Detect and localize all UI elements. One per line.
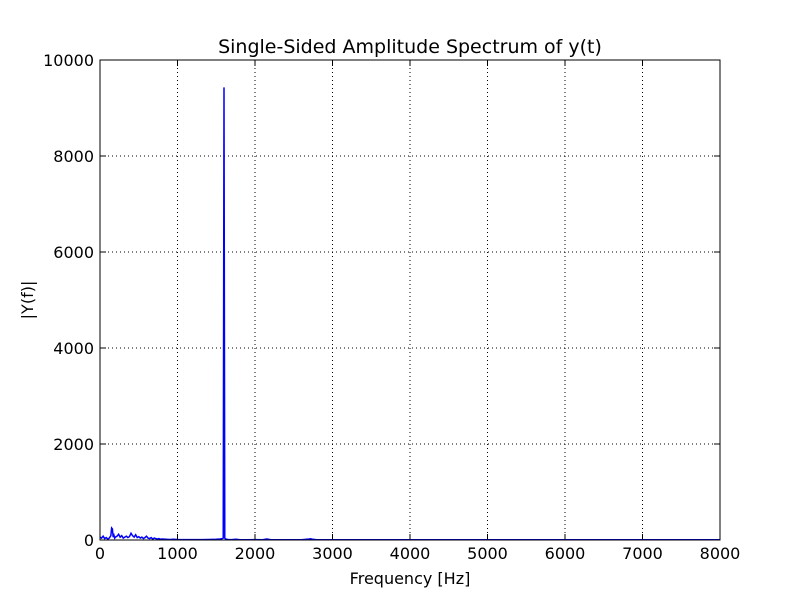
y-tick-label: 10000 (43, 51, 94, 70)
y-axis-title: |Y(f)| (18, 281, 37, 320)
tick-marks (99, 59, 721, 541)
y-axis-tick-labels: 0 2000 4000 6000 8000 10000 (43, 51, 94, 550)
x-tick-label: 3000 (312, 544, 353, 563)
x-axis-title: Frequency [Hz] (350, 569, 471, 588)
chart-title: Single-Sided Amplitude Spectrum of y(t) (218, 36, 602, 58)
x-tick-label: 7000 (622, 544, 663, 563)
y-tick-label: 6000 (53, 243, 94, 262)
x-tick-label: 2000 (235, 544, 276, 563)
y-tick-label: 2000 (53, 435, 94, 454)
x-tick-label: 0 (95, 544, 105, 563)
x-tick-label: 1000 (157, 544, 198, 563)
spectrum-line (99, 87, 720, 541)
x-tick-label: 4000 (390, 544, 431, 563)
y-tick-label: 0 (84, 531, 94, 550)
x-tick-label: 8000 (700, 544, 741, 563)
y-tick-label: 4000 (53, 339, 94, 358)
x-axis-tick-labels: 0 1000 2000 3000 4000 5000 6000 7000 8000 (95, 544, 740, 563)
x-tick-label: 5000 (467, 544, 508, 563)
x-tick-label: 6000 (545, 544, 586, 563)
y-tick-label: 8000 (53, 147, 94, 166)
